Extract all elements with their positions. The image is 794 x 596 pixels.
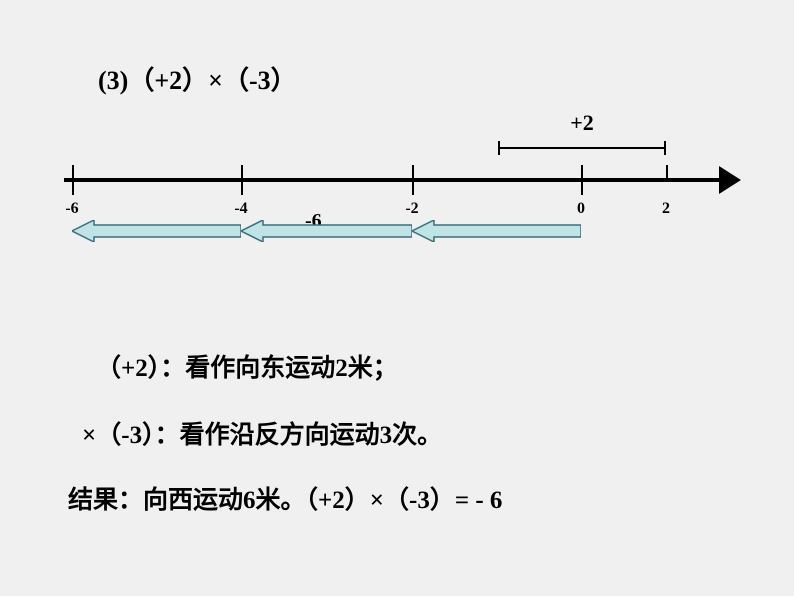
axis-tick-label: -2: [405, 200, 418, 218]
explanation-line-1: （+2）：看作向东运动2米；: [96, 348, 398, 384]
arrow-icon: [72, 220, 241, 242]
number-line: +2 -6-4-202 -6: [64, 110, 730, 240]
plus2-bracket: +2: [497, 110, 667, 158]
axis-tick: [241, 165, 243, 195]
explanation-line-3: 结果：向西运动6米。（+2）×（-3）= - 6: [68, 480, 502, 516]
plus2-label: +2: [497, 110, 667, 136]
bracket-icon: [497, 138, 667, 158]
axis-tick: [666, 165, 668, 180]
expression-title: (3)（+2）×（-3）: [98, 60, 297, 97]
axis-tick-label: -6: [65, 200, 78, 218]
axis-tick-label: 2: [662, 200, 670, 218]
axis-line: [64, 178, 730, 182]
arrow-icon: [241, 220, 412, 242]
axis-tick: [72, 165, 74, 195]
axis-tick: [581, 165, 583, 195]
axis-tick-label: 0: [577, 200, 585, 218]
axis-tick: [412, 165, 414, 195]
axis-tick-label: -4: [234, 200, 247, 218]
explanation-line-2: ×（-3）：看作沿反方向运动3次。: [82, 415, 442, 451]
arrow-icon: [412, 220, 581, 242]
axis-arrowhead-icon: [719, 166, 743, 194]
